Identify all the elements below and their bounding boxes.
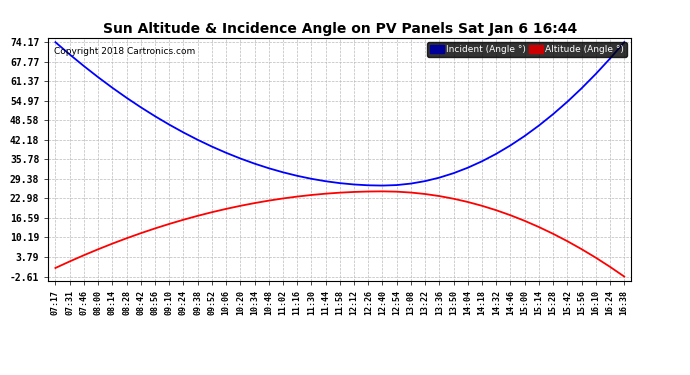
Text: Copyright 2018 Cartronics.com: Copyright 2018 Cartronics.com [54,47,195,56]
Title: Sun Altitude & Incidence Angle on PV Panels Sat Jan 6 16:44: Sun Altitude & Incidence Angle on PV Pan… [103,22,577,36]
Legend: Incident (Angle °), Altitude (Angle °): Incident (Angle °), Altitude (Angle °) [428,42,627,57]
